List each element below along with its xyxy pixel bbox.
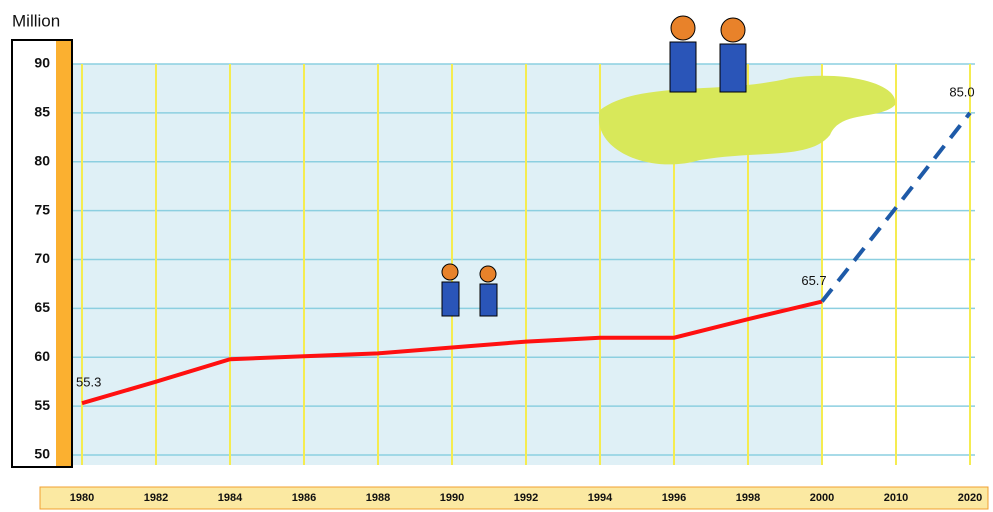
figures bbox=[441, 15, 747, 317]
series-line bbox=[81, 299, 823, 406]
y-tick-label: 85 bbox=[34, 104, 50, 120]
value-label: 85.0 bbox=[949, 84, 974, 99]
green-island bbox=[598, 75, 896, 165]
value-label: 65.7 bbox=[801, 273, 826, 288]
x-tick-label: 1982 bbox=[144, 492, 168, 504]
x-tick-label: 1990 bbox=[440, 492, 464, 504]
x-tick-label: 1984 bbox=[218, 492, 243, 504]
y-tick-label: 90 bbox=[34, 55, 50, 71]
marks: 55.3 65.7 85.0 bbox=[76, 84, 975, 406]
y-tick-label: 65 bbox=[34, 299, 50, 315]
x-tick-label: 1994 bbox=[588, 492, 613, 504]
x-tick-label: 1986 bbox=[292, 492, 316, 504]
y-tick-label: 60 bbox=[34, 348, 50, 364]
x-tick-label: 1996 bbox=[662, 492, 686, 504]
x-tick-label: 2010 bbox=[884, 492, 908, 504]
value-label: 55.3 bbox=[76, 375, 101, 390]
y-tick-label: 80 bbox=[34, 152, 50, 168]
x-tick-label: 2020 bbox=[958, 492, 982, 504]
x-tick-label: 1992 bbox=[514, 492, 538, 504]
x-tick-label: 1998 bbox=[736, 492, 760, 504]
y-tick-label: 55 bbox=[34, 397, 50, 413]
x-tick-label: 1980 bbox=[70, 492, 94, 504]
y-axis-stripe bbox=[56, 41, 71, 466]
y-axis-label: Million bbox=[12, 11, 60, 30]
x-axis-strip bbox=[39, 486, 989, 510]
x-tick-label: 1988 bbox=[366, 492, 390, 504]
y-tick-label: 75 bbox=[34, 201, 50, 217]
y-tick-label: 70 bbox=[34, 250, 50, 266]
series-line bbox=[820, 111, 972, 303]
x-tick-label: 2000 bbox=[810, 492, 834, 504]
y-tick-label: 50 bbox=[34, 446, 50, 462]
